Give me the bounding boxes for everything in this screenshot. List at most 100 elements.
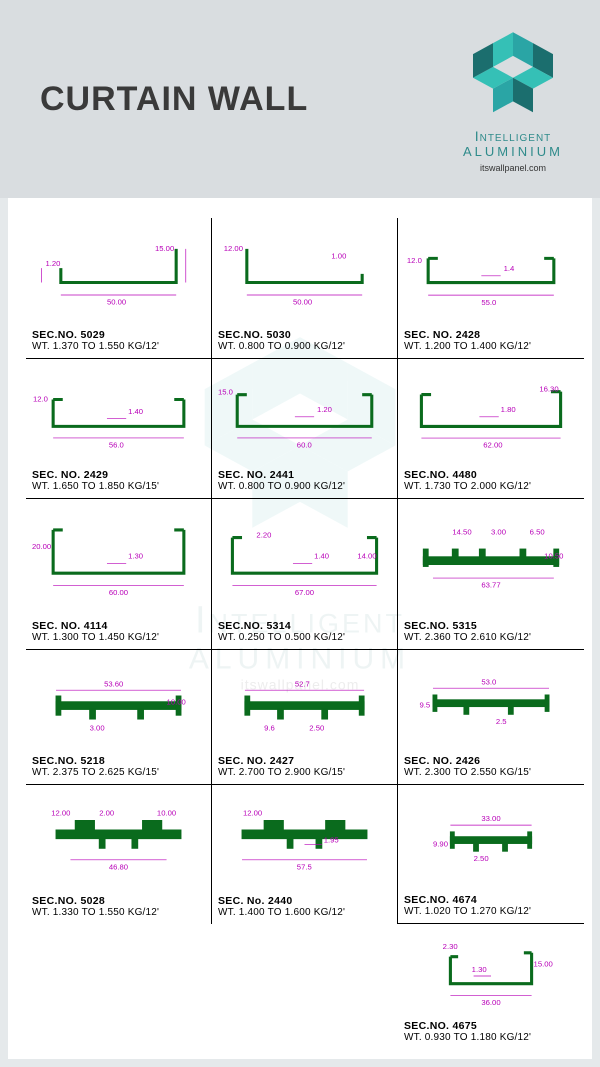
section-weight: WT. 1.200 TO 1.400 KG/12': [404, 341, 578, 352]
profile-diagram: 53.60 3.00 10.00: [32, 656, 205, 753]
section-number: SEC.NO. 4674: [404, 894, 578, 906]
brand-url: itswallpanel.com: [480, 163, 546, 173]
profile-diagram: 60.00 20.00 1.30: [32, 505, 205, 617]
svg-text:53.60: 53.60: [104, 679, 123, 688]
svg-text:12.0: 12.0: [407, 256, 422, 265]
svg-text:1.20: 1.20: [317, 405, 332, 414]
section-number: SEC. NO. 2441: [218, 469, 391, 481]
profile-cell-2427: 52.7 9.6 2.50 SEC. NO. 2427 WT. 2.700 TO …: [212, 650, 398, 785]
svg-text:15.00: 15.00: [155, 244, 174, 253]
section-number: SEC.NO. 4480: [404, 469, 578, 481]
svg-text:60.0: 60.0: [297, 440, 312, 449]
section-number: SEC.NO. 5028: [32, 895, 205, 907]
profile-diagram: 53.0 9.52.5: [404, 656, 578, 753]
svg-text:20.00: 20.00: [32, 542, 51, 551]
catalog-card: Intelligent ALUMINIUM itswallpanel.com 5…: [8, 198, 592, 1059]
profile-cell-2440: 57.5 12.00 1.95 SEC. No. 2440 WT. 1.400 …: [212, 785, 398, 924]
profile-cell-5218: 53.60 3.00 10.00 SEC.NO. 5218 WT. 2.375 …: [26, 650, 212, 785]
svg-text:2.50: 2.50: [309, 723, 324, 732]
svg-text:14.00: 14.00: [357, 552, 376, 561]
profile-diagram: 63.77 14.503.006.50 10.50: [404, 505, 578, 617]
profile-cell-2428: 55.0 12.0 1.4 SEC. NO. 2428 WT. 1.200 TO…: [398, 218, 584, 359]
profile-diagram: 60.0 15.0 1.20: [218, 365, 391, 468]
svg-text:12.00: 12.00: [243, 808, 262, 817]
section-weight: WT. 2.375 TO 2.625 KG/15': [32, 767, 205, 778]
brand-name: Intelligent ALUMINIUM: [463, 129, 563, 160]
svg-text:1.20: 1.20: [45, 259, 60, 268]
svg-text:50.00: 50.00: [293, 298, 312, 307]
svg-text:15.00: 15.00: [534, 959, 553, 968]
svg-text:1.40: 1.40: [128, 407, 143, 416]
profile-diagram: 46.80 12.00 2.00 10.00: [32, 791, 205, 893]
profile-cell-5029: 50.00 1.20 15.00 SEC.NO. 5029 WT. 1.370 …: [26, 218, 212, 359]
section-number: SEC. NO. 2429: [32, 469, 205, 481]
profile-diagram: 57.5 12.00 1.95: [218, 791, 391, 893]
svg-text:55.0: 55.0: [481, 298, 496, 307]
section-number: SEC.NO. 5029: [32, 329, 205, 341]
svg-text:10.00: 10.00: [167, 697, 186, 706]
svg-text:6.50: 6.50: [530, 528, 545, 537]
svg-text:1.30: 1.30: [128, 552, 143, 561]
svg-text:9.5: 9.5: [419, 700, 430, 709]
svg-text:2.5: 2.5: [496, 716, 507, 725]
section-weight: WT. 1.400 TO 1.600 KG/12': [218, 907, 391, 918]
profile-cell-5315: 63.77 14.503.006.50 10.50 SEC.NO. 5315 W…: [398, 499, 584, 649]
profile-cell-4480: 62.00 1.80 16.30 SEC.NO. 4480 WT. 1.730 …: [398, 359, 584, 500]
profile-cell-5314: 67.00 2.20 1.40 14.00 SEC.NO. 5314 WT. 0…: [212, 499, 398, 649]
brand-logo-block: Intelligent ALUMINIUM itswallpanel.com: [458, 25, 568, 174]
profile-diagram: 56.0 12.0 1.40: [32, 365, 205, 468]
section-number: SEC.NO. 5315: [404, 620, 578, 632]
section-number: SEC.NO. 4675: [404, 1020, 578, 1032]
section-weight: WT. 2.360 TO 2.610 KG/12': [404, 632, 578, 643]
section-number: SEC.NO. 5314: [218, 620, 391, 632]
profile-diagram: 52.7 9.6 2.50: [218, 656, 391, 753]
svg-text:36.00: 36.00: [481, 998, 500, 1007]
svg-text:1.30: 1.30: [472, 965, 487, 974]
section-weight: WT. 2.300 TO 2.550 KG/15': [404, 767, 578, 778]
svg-text:2.30: 2.30: [443, 942, 458, 951]
profile-diagram: 50.00 12.00 1.00: [218, 224, 391, 327]
profile-diagram: 62.00 1.80 16.30: [404, 365, 578, 468]
profile-grid: 50.00 1.20 15.00 SEC.NO. 5029 WT. 1.370 …: [26, 218, 584, 1049]
svg-text:12.00: 12.00: [51, 808, 70, 817]
svg-text:62.00: 62.00: [483, 440, 502, 449]
svg-text:46.80: 46.80: [109, 862, 128, 871]
svg-text:12.00: 12.00: [224, 244, 243, 253]
svg-text:2.50: 2.50: [474, 854, 489, 863]
profile-diagram: 67.00 2.20 1.40 14.00: [218, 505, 391, 617]
section-number: SEC. NO. 2426: [404, 755, 578, 767]
empty-cell: [26, 924, 212, 1049]
section-weight: WT. 0.800 TO 0.900 KG/12': [218, 341, 391, 352]
profile-cell-5028: 46.80 12.002.0010.00 SEC.NO. 5028 WT. 1.…: [26, 785, 212, 924]
empty-cell: [212, 924, 398, 1049]
section-weight: WT. 1.650 TO 1.850 KG/15': [32, 481, 205, 492]
section-weight: WT. 0.800 TO 0.900 KG/12': [218, 481, 391, 492]
profile-cell-2441: 60.0 15.0 1.20 SEC. NO. 2441 WT. 0.800 T…: [212, 359, 398, 500]
section-weight: WT. 2.700 TO 2.900 KG/15': [218, 767, 391, 778]
svg-text:60.00: 60.00: [109, 588, 128, 597]
svg-text:10.00: 10.00: [157, 808, 176, 817]
svg-text:52.7: 52.7: [295, 679, 310, 688]
profile-cell-2426: 53.0 9.52.5 SEC. NO. 2426 WT. 2.300 TO 2…: [398, 650, 584, 785]
svg-text:2.00: 2.00: [99, 808, 114, 817]
svg-text:15.0: 15.0: [218, 387, 233, 396]
svg-text:3.00: 3.00: [90, 723, 105, 732]
section-weight: WT. 0.930 TO 1.180 KG/12': [404, 1032, 578, 1043]
section-number: SEC. NO. 2427: [218, 755, 391, 767]
svg-text:57.5: 57.5: [297, 862, 312, 871]
profile-diagram: 50.00 1.20 15.00: [32, 224, 205, 327]
svg-text:1.00: 1.00: [331, 251, 346, 260]
svg-text:67.00: 67.00: [295, 588, 314, 597]
section-weight: WT. 1.370 TO 1.550 KG/12': [32, 341, 205, 352]
profile-diagram: 36.00 2.30 1.30 15.00: [404, 930, 578, 1018]
svg-text:2.20: 2.20: [256, 531, 271, 540]
svg-text:1.95: 1.95: [324, 835, 339, 844]
svg-text:10.50: 10.50: [544, 552, 563, 561]
svg-text:3.00: 3.00: [491, 528, 506, 537]
brand-line2: ALUMINIUM: [463, 144, 563, 159]
svg-text:1.80: 1.80: [501, 405, 516, 414]
profile-cell-2429: 56.0 12.0 1.40 SEC. NO. 2429 WT. 1.650 T…: [26, 359, 212, 500]
profile-cell-4674: 33.00 9.902.50 SEC.NO. 4674 WT. 1.020 TO…: [398, 785, 584, 924]
svg-text:63.77: 63.77: [481, 581, 500, 590]
svg-text:9.6: 9.6: [264, 723, 275, 732]
